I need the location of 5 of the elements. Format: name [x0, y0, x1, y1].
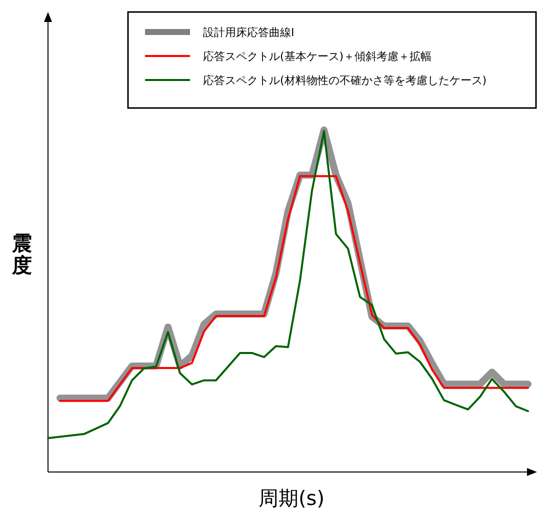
- x-axis-title: 周期(s): [258, 486, 325, 510]
- legend-label: 応答スペクトル(材料物性の不確かさ等を考慮したケース): [203, 74, 487, 87]
- legend-label: 設計用床応答曲線Ⅰ: [203, 26, 294, 39]
- y-axis-title: 震度: [11, 231, 32, 277]
- legend-label: 応答スペクトル(基本ケース)＋傾斜考慮＋拡幅: [203, 50, 432, 63]
